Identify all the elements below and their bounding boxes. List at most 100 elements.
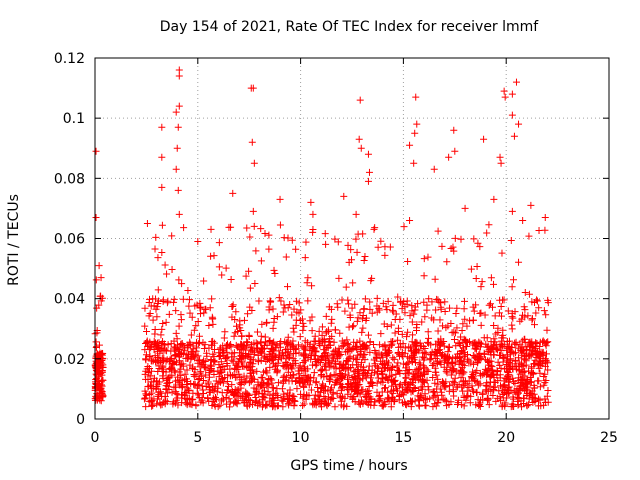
data-point	[445, 355, 453, 363]
data-point	[244, 310, 252, 318]
data-point	[299, 401, 307, 409]
data-point	[408, 338, 416, 346]
data-point	[172, 108, 180, 116]
data-point	[512, 388, 520, 396]
data-point	[98, 382, 106, 390]
data-point	[453, 304, 461, 312]
data-point	[322, 312, 330, 320]
data-point	[345, 258, 353, 266]
data-point	[152, 305, 160, 313]
data-point	[269, 305, 277, 313]
data-point	[530, 321, 538, 329]
data-point	[361, 295, 369, 303]
data-point	[168, 232, 176, 240]
data-point	[222, 264, 230, 272]
data-point	[422, 402, 430, 410]
data-point	[450, 379, 458, 387]
data-point	[172, 165, 180, 173]
data-point	[326, 337, 334, 345]
data-point	[269, 347, 277, 355]
data-point	[182, 381, 190, 389]
data-point	[300, 322, 308, 330]
data-point	[179, 342, 187, 350]
data-point	[338, 372, 346, 380]
data-point	[354, 314, 362, 322]
data-point	[310, 374, 318, 382]
data-point	[153, 400, 161, 408]
data-point	[318, 331, 326, 339]
data-point	[174, 401, 182, 409]
data-point	[263, 369, 271, 377]
data-point	[383, 352, 391, 360]
data-point	[329, 388, 337, 396]
data-point	[450, 365, 458, 373]
data-point	[371, 224, 379, 232]
data-point	[248, 307, 256, 315]
data-point	[283, 395, 291, 403]
data-point	[541, 370, 549, 378]
data-point	[151, 245, 159, 253]
data-point	[355, 135, 363, 143]
data-point	[452, 309, 460, 317]
data-point	[506, 355, 514, 363]
data-point	[408, 318, 416, 326]
data-point	[443, 258, 451, 266]
data-point	[158, 123, 166, 131]
data-point	[243, 338, 251, 346]
data-point	[514, 393, 522, 401]
data-point	[356, 96, 364, 104]
data-point	[141, 394, 149, 402]
data-point	[280, 372, 288, 380]
data-point	[410, 341, 418, 349]
data-point	[309, 210, 317, 218]
data-point	[470, 307, 478, 315]
data-point	[215, 239, 223, 247]
data-point	[373, 308, 381, 316]
data-point	[161, 261, 169, 269]
data-point	[302, 238, 310, 246]
data-point	[269, 390, 277, 398]
data-point	[533, 297, 541, 305]
data-point	[227, 223, 235, 231]
data-point	[410, 310, 418, 318]
data-point	[233, 322, 241, 330]
data-point	[344, 241, 352, 249]
data-point	[421, 348, 429, 356]
data-point	[246, 233, 254, 241]
data-point	[460, 297, 468, 305]
data-point	[460, 368, 468, 376]
data-point	[220, 348, 228, 356]
data-point	[460, 335, 468, 343]
data-point	[194, 318, 202, 326]
data-point	[406, 141, 414, 149]
data-point	[319, 380, 327, 388]
data-point	[228, 303, 236, 311]
data-point	[362, 314, 370, 322]
data-point	[220, 395, 228, 403]
data-point	[341, 307, 349, 315]
data-point	[263, 401, 271, 409]
data-point	[509, 314, 517, 322]
data-point	[364, 150, 372, 158]
data-point	[543, 392, 551, 400]
data-point	[282, 355, 290, 363]
data-point	[99, 376, 107, 384]
data-point	[465, 383, 473, 391]
data-point	[450, 126, 458, 134]
data-point	[387, 321, 395, 329]
data-point	[286, 300, 294, 308]
data-point	[362, 372, 370, 380]
data-point	[531, 360, 539, 368]
data-point	[323, 352, 331, 360]
data-point	[201, 357, 209, 365]
data-point	[239, 353, 247, 361]
data-point	[174, 350, 182, 358]
data-point	[409, 331, 417, 339]
data-point	[477, 340, 485, 348]
data-point	[416, 375, 424, 383]
data-point	[379, 343, 387, 351]
data-point	[148, 357, 156, 365]
data-point	[356, 376, 364, 384]
data-point	[516, 341, 524, 349]
data-point	[337, 381, 345, 389]
